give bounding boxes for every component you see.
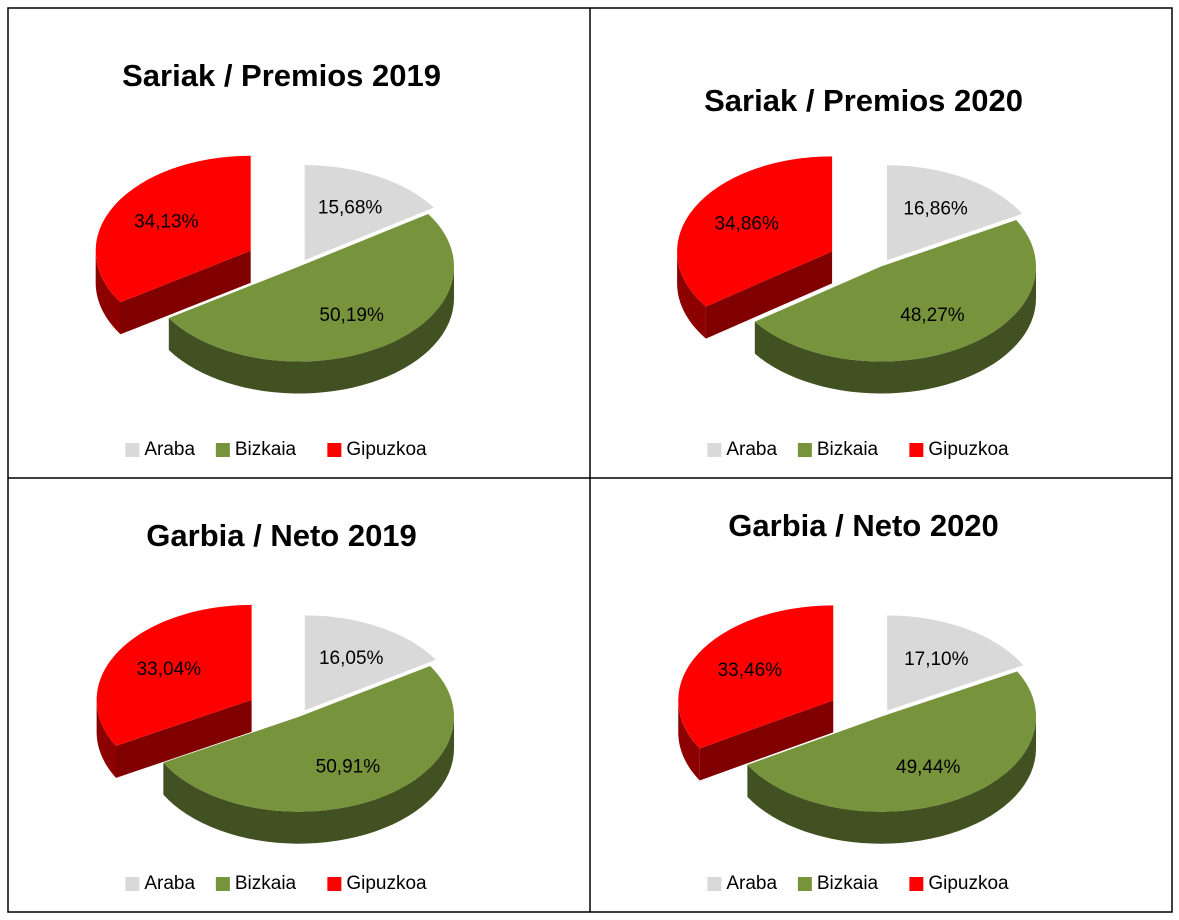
slice-side: [699, 700, 834, 781]
legend-swatch: [707, 443, 722, 457]
value-label: 34,86%: [714, 213, 779, 234]
value-label: 50,91%: [316, 756, 381, 777]
value-label: 15,68%: [318, 197, 383, 218]
value-label: 50,19%: [319, 305, 384, 326]
legend-label: Bizkaia: [235, 873, 297, 894]
slice: [677, 156, 833, 307]
value-label: 16,05%: [319, 648, 384, 669]
legend-label: Gipuzkoa: [928, 873, 1009, 894]
slice-side: [677, 251, 706, 339]
legend-label: Bizkaia: [817, 873, 879, 894]
legend-swatch: [125, 877, 140, 891]
legend-label: Araba: [144, 873, 195, 894]
slice: [304, 615, 436, 711]
slice-side: [168, 266, 454, 394]
slice: [163, 666, 455, 812]
legend-swatch: [327, 443, 342, 457]
value-label: 49,44%: [896, 757, 961, 778]
value-label: 33,04%: [137, 659, 202, 680]
legend-label: Araba: [726, 873, 777, 894]
value-label: 34,13%: [134, 212, 199, 233]
chart-title: Garbia / Neto 2020: [728, 508, 999, 543]
legend-swatch: [707, 877, 722, 891]
legend-swatch: [215, 877, 230, 891]
slice-side: [115, 699, 252, 778]
legend-label: Gipuzkoa: [928, 439, 1009, 460]
slice: [304, 165, 434, 261]
slice-side: [705, 251, 833, 339]
legend-label: Gipuzkoa: [346, 873, 427, 894]
legend-swatch: [909, 877, 924, 891]
slice-side: [678, 700, 700, 781]
legend-swatch: [797, 877, 812, 891]
slice-side: [120, 250, 251, 335]
slice: [678, 605, 834, 749]
slice-side: [96, 699, 116, 778]
slice: [747, 671, 1036, 812]
value-label: 48,27%: [900, 305, 965, 326]
slice: [887, 165, 1023, 261]
chart-title: Sariak / Premios 2020: [704, 83, 1023, 118]
legend-label: Bizkaia: [235, 439, 297, 460]
legend-swatch: [215, 443, 230, 457]
slice: [754, 220, 1036, 362]
slice-side: [754, 266, 1036, 394]
slice: [168, 213, 455, 362]
chart-title: Garbia / Neto 2019: [146, 518, 417, 553]
slice: [887, 615, 1024, 711]
value-label: 16,86%: [903, 198, 968, 219]
legend-swatch: [125, 443, 140, 457]
chart-title: Sariak / Premios 2019: [122, 58, 441, 93]
legend-label: Gipuzkoa: [346, 439, 427, 460]
value-label: 33,46%: [718, 660, 783, 681]
slice: [95, 155, 251, 303]
slice-side: [747, 716, 1036, 844]
slice: [96, 604, 252, 746]
legend-swatch: [909, 443, 924, 457]
value-label: 17,10%: [904, 649, 969, 670]
legend-label: Araba: [726, 439, 777, 460]
legend-label: Araba: [144, 439, 195, 460]
legend-swatch: [327, 877, 342, 891]
legend-swatch: [797, 443, 812, 457]
slice-side: [95, 250, 121, 335]
slice-side: [163, 716, 454, 844]
legend-label: Bizkaia: [817, 439, 879, 460]
